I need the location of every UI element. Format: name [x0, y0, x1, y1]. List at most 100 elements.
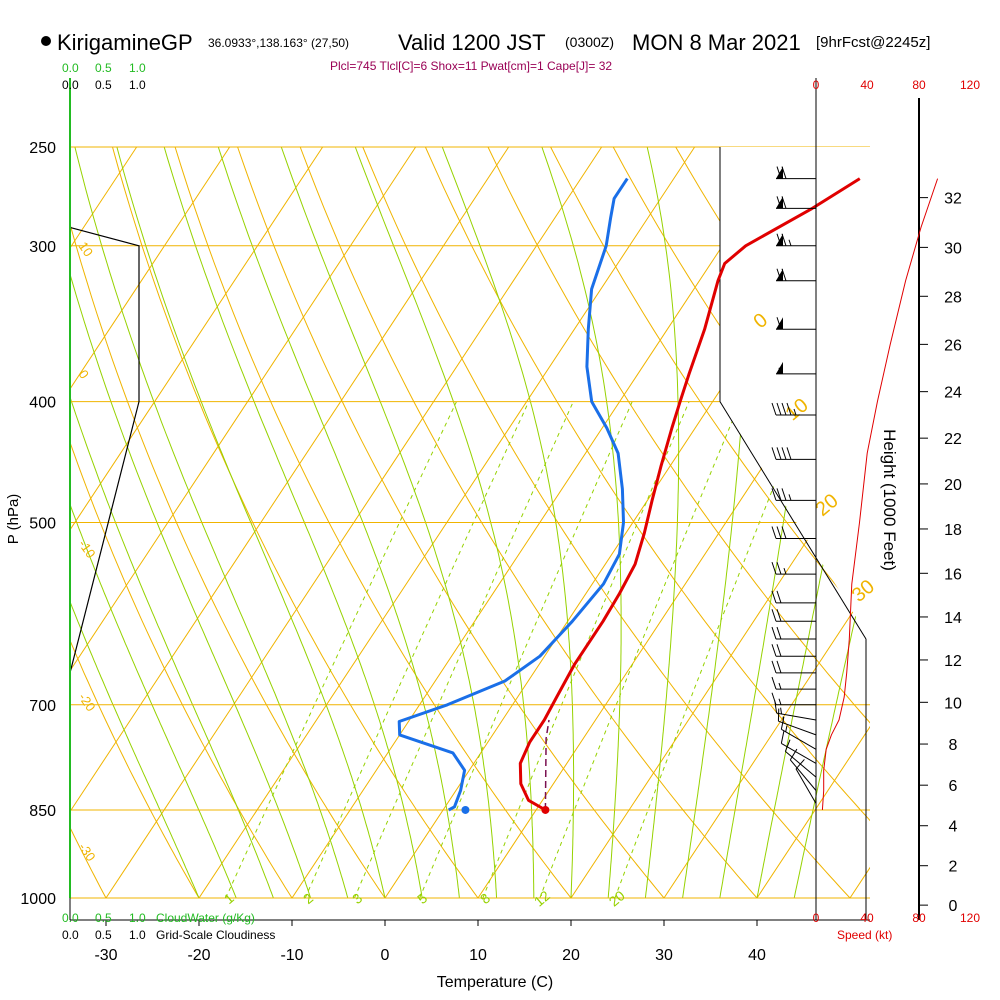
wind-barb [776, 361, 816, 375]
isotherm-line [663, 584, 870, 898]
boundary-line [719, 401, 867, 640]
dry-adiabat-line [237, 146, 665, 898]
height-tick-label: 22 [944, 431, 962, 448]
y-axis-title: P (hPa) [5, 494, 22, 545]
pressure-tick-label: 850 [29, 803, 56, 820]
height-tick-label: 32 [944, 191, 962, 208]
station-title: KirigamineGP [57, 30, 193, 55]
temperature-line [518, 177, 861, 812]
surface-dewpoint-point [461, 805, 470, 814]
height-tick-label: 18 [944, 522, 962, 539]
surface-temperature-point [541, 805, 550, 814]
height-axis-title: Height (1000 Feet) [880, 429, 899, 571]
wind-barb [780, 716, 817, 750]
station-coords: 36.0933°,138.163° (27,50) [208, 36, 349, 50]
cloudwater-top-tick-2: 1.0 [129, 61, 146, 75]
forecast-label: [9hrFcst@2245z] [816, 34, 930, 51]
speed-top-tick-2: 80 [912, 78, 926, 92]
height-tick-label: 24 [944, 385, 962, 402]
isotherm-label: 10 [76, 239, 97, 259]
dry-adiabat-line [989, 147, 1000, 898]
cloudiness-top-tick-2: 1.0 [129, 78, 146, 92]
speed-bottom-tick-1: 40 [860, 911, 874, 925]
cloudwater-top-tick-0: 0.0 [62, 61, 79, 75]
speed-bottom-tick-2: 80 [912, 911, 926, 925]
height-tick-label: 2 [949, 859, 958, 876]
isotherm-line [70, 146, 231, 390]
utc-label: (0300Z) [565, 34, 614, 50]
speed-top-tick-0: 0 [813, 78, 820, 92]
speed-top-tick-3: 120 [960, 78, 980, 92]
dry-adiabat-line [112, 146, 479, 898]
moist-adiabat-line [644, 146, 680, 898]
temperature-tick-label: 40 [748, 947, 766, 964]
temperature-tick-label: -10 [280, 947, 303, 964]
isotherm-label: -10 [76, 537, 99, 561]
cloudiness-bottom-tick-0: 0.0 [62, 928, 79, 942]
height-tick-label: 20 [944, 477, 962, 494]
wind-barb [771, 561, 816, 575]
temperature-tick-label: -20 [187, 947, 210, 964]
isotherm-label: 0 [76, 367, 92, 382]
cloudiness-top-tick-0: 0.0 [62, 78, 79, 92]
x-axis-title: Temperature (C) [437, 974, 553, 991]
wind-barb [776, 166, 816, 180]
wind-barb [789, 748, 817, 791]
wind-barb [771, 626, 816, 640]
dry-adiabat-line [926, 147, 1000, 898]
wind-barb [771, 609, 816, 622]
moist-adiabat-line [441, 146, 575, 898]
pressure-tick-label: 250 [29, 140, 56, 157]
dewpoint-line [397, 177, 629, 812]
height-tick-label: 16 [944, 566, 962, 583]
moist-adiabat-line [354, 146, 535, 898]
isotherm-label: -30 [76, 840, 99, 864]
height-tick-label: 12 [944, 653, 962, 670]
temperature-tick-label: 20 [562, 947, 580, 964]
wind-speed-line [821, 178, 939, 811]
moist-adiabat-line [217, 146, 460, 898]
speed-top-tick-1: 40 [860, 78, 874, 92]
wind-barb [776, 233, 816, 247]
mixing-ratio-line [304, 401, 530, 898]
height-tick-label: 4 [949, 819, 958, 836]
moist-adiabat-line [70, 395, 274, 898]
height-tick-label: 8 [949, 737, 958, 754]
wind-barb [776, 317, 816, 330]
moist-adiabat-line [70, 502, 237, 898]
dry-adiabat-line [70, 639, 200, 898]
dry-adiabat-line [299, 146, 758, 898]
moist-adiabat-line [70, 272, 312, 898]
temperature-tick-label: -30 [94, 947, 117, 964]
wind-barb [795, 759, 817, 804]
cloudwater-bottom-tick-1: 0.5 [95, 911, 112, 925]
dry-adiabat-line [424, 146, 870, 822]
dry-adiabat-line [70, 440, 293, 898]
cloudiness-top-tick-1: 0.5 [95, 78, 112, 92]
wind-barb [771, 660, 816, 674]
wind-barb [771, 676, 816, 690]
wind-barb [771, 488, 816, 501]
cloudiness-bottom-tick-2: 1.0 [129, 928, 146, 942]
wind-barb [771, 447, 816, 460]
speed-bottom-tick-0: 0 [813, 911, 820, 925]
wind-barb [771, 644, 816, 657]
height-tick-label: 0 [949, 898, 958, 915]
wind-barb [776, 268, 816, 282]
cloudiness-axis-title: Grid-Scale Cloudiness [156, 928, 275, 942]
speed-axis-title: Speed (kt) [837, 928, 892, 942]
pressure-tick-label: 400 [29, 395, 56, 412]
moist-adiabat-line [70, 600, 200, 898]
mixing-ratio-line [353, 401, 574, 898]
stability-indices: Plcl=745 Tlcl[C]=6 Shox=11 Pwat[cm]=1 Ca… [330, 59, 612, 73]
pressure-tick-label: 700 [29, 698, 56, 715]
height-tick-label: 28 [944, 289, 962, 306]
station-dot-icon [41, 36, 51, 46]
height-tick-label: 14 [944, 610, 962, 627]
dry-adiabat-line [174, 146, 572, 898]
speed-bottom-tick-3: 120 [960, 911, 980, 925]
moist-adiabat-line [793, 550, 870, 898]
height-tick-label: 30 [944, 240, 962, 257]
dry-adiabat-line [70, 222, 386, 898]
